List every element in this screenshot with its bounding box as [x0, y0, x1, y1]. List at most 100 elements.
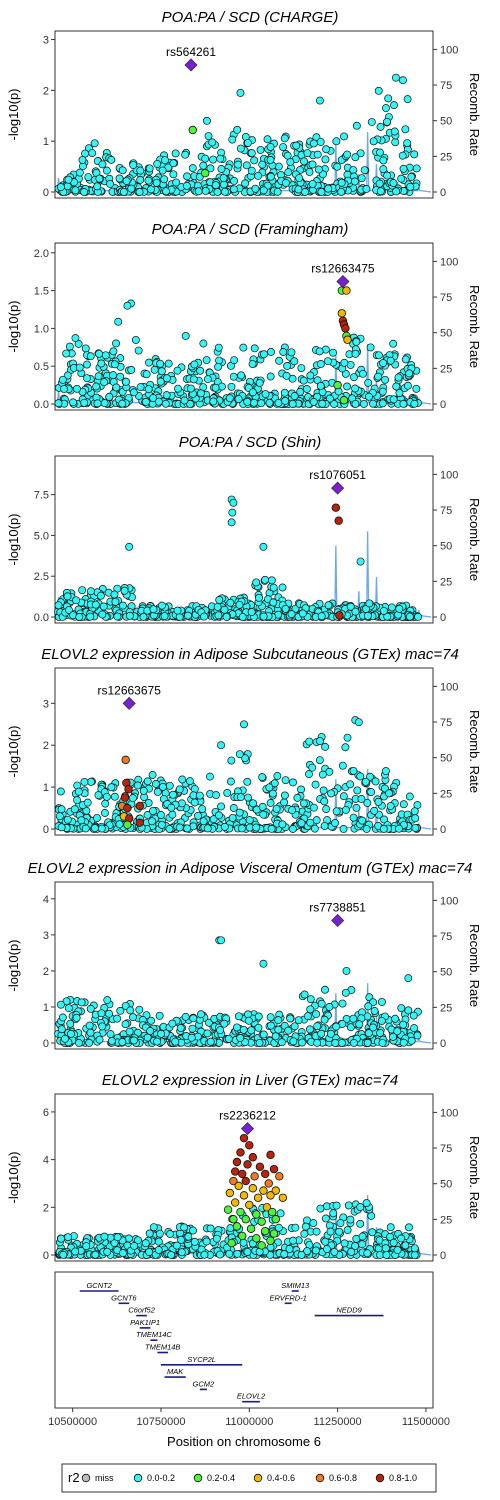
data-point — [350, 373, 358, 382]
data-point — [363, 798, 372, 807]
data-point — [127, 184, 136, 193]
data-point — [282, 371, 291, 380]
data-point — [374, 797, 383, 806]
panel-4: ELOVL2 expression in Adipose Subcutaneou… — [6, 646, 482, 836]
data-point — [351, 399, 360, 408]
y-tick-label: 0 — [43, 187, 49, 199]
data-point — [113, 1233, 122, 1242]
data-point — [386, 802, 395, 810]
data-point — [399, 164, 408, 173]
data-point — [83, 374, 91, 383]
data-point — [255, 593, 263, 602]
data-point — [101, 351, 110, 360]
data-point — [239, 343, 248, 352]
data-point — [410, 1251, 419, 1259]
data-point — [162, 187, 170, 196]
ld-data-point — [223, 1205, 233, 1214]
data-point — [390, 127, 399, 136]
data-point — [222, 612, 231, 621]
data-point — [351, 384, 360, 393]
data-point — [364, 1029, 373, 1038]
data-point — [260, 350, 268, 359]
ld-data-point — [335, 611, 344, 620]
data-point — [75, 613, 84, 621]
data-point — [313, 1022, 322, 1031]
panel-1: POA:PA / SCD (CHARGE) 0 1 2 3 0 25 50 75 100 -log1… — [6, 9, 482, 199]
ld-data-point — [260, 1226, 270, 1236]
ld-data-point — [135, 801, 144, 811]
data-point — [344, 1201, 353, 1210]
data-point — [217, 936, 225, 945]
data-point — [136, 383, 145, 392]
data-point — [165, 781, 174, 790]
data-point — [406, 182, 415, 191]
data-point — [411, 814, 420, 823]
data-point — [176, 1024, 185, 1032]
data-point — [323, 357, 332, 366]
gene-label: TMEM14C — [136, 1330, 172, 1339]
data-point — [342, 966, 351, 975]
y2-tick-label: 50 — [440, 967, 452, 979]
data-point — [215, 596, 224, 604]
data-point — [202, 1237, 211, 1246]
data-point — [303, 1012, 312, 1021]
data-point — [107, 155, 116, 164]
ld-data-point — [200, 168, 210, 178]
data-point — [392, 187, 401, 196]
data-point — [266, 172, 275, 181]
y2-axis-label: Recomb. Rate — [467, 1136, 482, 1219]
data-point — [376, 1029, 385, 1037]
data-point — [341, 369, 350, 378]
data-point — [292, 141, 301, 150]
data-point — [322, 145, 331, 154]
data-point — [87, 777, 95, 786]
data-point — [405, 792, 414, 801]
y2-tick-label: 25 — [440, 576, 452, 588]
data-point — [205, 1018, 214, 1027]
data-point — [181, 1012, 190, 1021]
y2-tick-label: 100 — [440, 256, 458, 268]
data-point — [197, 1010, 205, 1019]
ld-data-point — [239, 1191, 249, 1200]
ld-data-point — [248, 1184, 258, 1193]
y2-tick-label: 0 — [440, 399, 446, 411]
data-point — [301, 188, 310, 196]
ld-data-point — [245, 1141, 254, 1150]
data-point — [412, 384, 421, 393]
data-point — [296, 387, 305, 396]
data-point — [293, 793, 302, 802]
lead-snp-marker — [331, 913, 345, 928]
data-point — [60, 385, 68, 393]
data-point — [343, 382, 351, 391]
data-point — [338, 999, 347, 1008]
data-point — [397, 1004, 406, 1012]
ld-data-point — [342, 286, 351, 295]
data-point — [266, 372, 275, 381]
data-point — [78, 586, 87, 595]
data-point — [82, 806, 91, 815]
data-point — [100, 809, 109, 817]
data-point — [341, 805, 350, 814]
legend-item: 0.8-1.0 — [375, 1473, 417, 1483]
data-point — [220, 1019, 229, 1028]
data-point — [385, 789, 394, 798]
data-point — [157, 1029, 166, 1038]
data-point — [83, 360, 91, 369]
y-tick-label: 0 — [43, 1038, 49, 1050]
data-point — [305, 737, 314, 746]
data-point — [291, 1223, 300, 1232]
data-point — [171, 1037, 180, 1046]
data-point — [243, 397, 252, 406]
data-point — [374, 86, 383, 95]
data-point — [105, 1009, 113, 1018]
data-point — [172, 1241, 181, 1250]
data-point — [378, 387, 387, 396]
data-point — [214, 343, 223, 352]
data-point — [316, 137, 325, 146]
y2-tick-label: 0 — [440, 1250, 446, 1262]
data-point — [189, 1226, 198, 1235]
data-point — [238, 613, 247, 621]
data-point — [410, 150, 419, 159]
data-point — [331, 819, 340, 827]
data-point — [144, 385, 153, 394]
